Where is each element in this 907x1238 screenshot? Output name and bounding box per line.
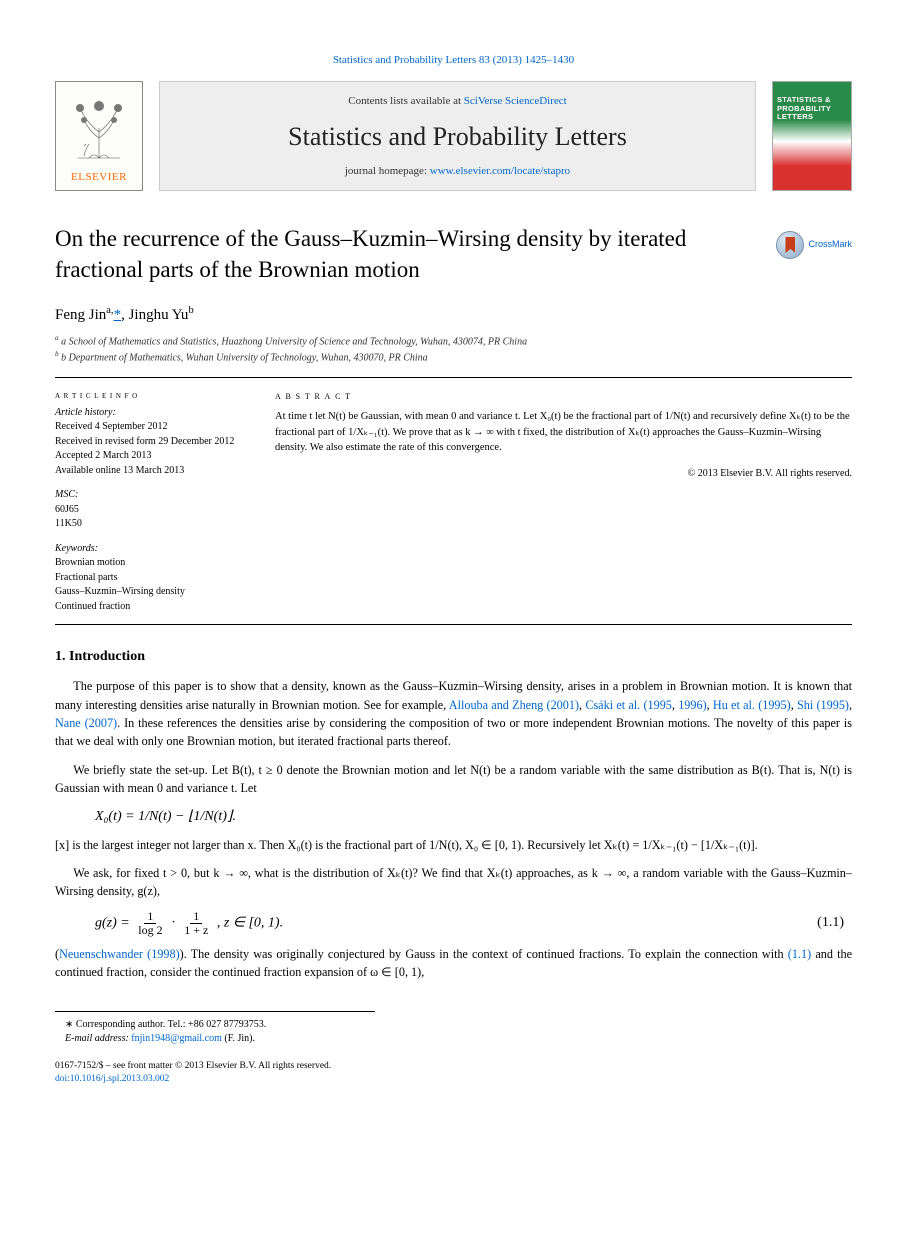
paragraph-2: We briefly state the set-up. Let B(t), t… <box>55 761 852 798</box>
ref-allouba[interactable]: Allouba and Zheng (2001) <box>449 698 579 712</box>
ref-neuenschwander[interactable]: Neuenschwander (1998) <box>59 947 180 961</box>
contents-line: Contents lists available at SciVerse Sci… <box>348 94 566 110</box>
ref-csaki-1995[interactable]: Csáki et al. (1995 <box>585 698 672 712</box>
doi-link[interactable]: doi:10.1016/j.spl.2013.03.002 <box>55 1074 169 1084</box>
article-title: On the recurrence of the Gauss–Kuzmin–Wi… <box>55 223 725 285</box>
msc-label: MSC: <box>55 488 245 503</box>
contents-prefix: Contents lists available at <box>348 95 463 107</box>
affiliation-b: b b Department of Mathematics, Wuhan Uni… <box>55 349 852 365</box>
history-online: Available online 13 March 2013 <box>55 464 245 479</box>
paragraph-3: [x] is the largest integer not larger th… <box>55 836 852 854</box>
sciencedirect-link[interactable]: SciVerse ScienceDirect <box>464 95 567 107</box>
ref-hu[interactable]: Hu et al. (1995) <box>713 698 791 712</box>
paragraph-4: We ask, for fixed t > 0, but k → ∞, what… <box>55 864 852 901</box>
history-received: Received 4 September 2012 <box>55 420 245 435</box>
ref-nane[interactable]: Nane (2007) <box>55 716 117 730</box>
affiliation-a: a a School of Mathematics and Statistics… <box>55 333 852 349</box>
equation-1-1: g(z) = 1log 2 · 11 + z , z ∈ [0, 1). (1.… <box>95 910 852 936</box>
paragraph-1: The purpose of this paper is to show tha… <box>55 677 852 750</box>
copyright-line: © 2013 Elsevier B.V. All rights reserved… <box>275 466 852 481</box>
ref-shi[interactable]: Shi (1995) <box>797 698 849 712</box>
author-email-link[interactable]: fnjin1948@gmail.com <box>131 1033 222 1044</box>
keyword-1: Brownian motion <box>55 556 245 571</box>
equation-1-1-number: (1.1) <box>817 913 844 933</box>
keyword-3: Gauss–Kuzmin–Wirsing density <box>55 585 245 600</box>
corresponding-author-note: ∗ Corresponding author. Tel.: +86 027 87… <box>55 1018 375 1032</box>
homepage-link[interactable]: www.elsevier.com/locate/stapro <box>430 165 570 177</box>
affiliations: a a School of Mathematics and Statistics… <box>55 333 852 366</box>
journal-citation: Statistics and Probability Letters 83 (2… <box>55 50 852 69</box>
abstract-text: At time t let N(t) be Gaussian, with mea… <box>275 409 852 456</box>
article-body: 1. Introduction The purpose of this pape… <box>55 647 852 981</box>
authors: Feng Jina,*, Jinghu Yub <box>55 303 852 327</box>
abstract-block: a b s t r a c t At time t let N(t) be Ga… <box>275 388 852 614</box>
article-info-label: a r t i c l e i n f o <box>55 388 245 403</box>
paragraph-5: (Neuenschwander (1998)). The density was… <box>55 945 852 982</box>
cover-title: STATISTICS & PROBABILITY LETTERS <box>777 96 847 122</box>
ref-eq-1-1[interactable]: (1.1) <box>788 947 811 961</box>
elsevier-tree-icon <box>56 82 142 168</box>
journal-name: Statistics and Probability Letters <box>288 118 627 156</box>
keywords-label: Keywords: <box>55 542 245 557</box>
history-title: Article history: <box>55 406 245 421</box>
journal-citation-link[interactable]: Statistics and Probability Letters 83 (2… <box>333 54 574 66</box>
elsevier-brand-text: ELSEVIER <box>71 168 127 190</box>
email-note: E-mail address: fnjin1948@gmail.com (F. … <box>55 1032 375 1046</box>
homepage-line: journal homepage: www.elsevier.com/locat… <box>345 164 570 180</box>
equation-1-1-body: g(z) = 1log 2 · 11 + z , z ∈ [0, 1). <box>95 910 283 936</box>
title-block: On the recurrence of the Gauss–Kuzmin–Wi… <box>55 223 852 285</box>
history-revised: Received in revised form 29 December 201… <box>55 435 245 450</box>
journal-cover-thumbnail[interactable]: STATISTICS & PROBABILITY LETTERS <box>772 81 852 191</box>
history-accepted: Accepted 2 March 2013 <box>55 449 245 464</box>
msc-code-2: 11K50 <box>55 517 245 532</box>
keyword-2: Fractional parts <box>55 571 245 586</box>
front-matter-line: 0167-7152/$ – see front matter © 2013 El… <box>55 1060 852 1073</box>
keyword-4: Continued fraction <box>55 600 245 615</box>
footnotes: ∗ Corresponding author. Tel.: +86 027 87… <box>55 1011 375 1046</box>
equation-x0-body: X₀(t) = 1/N(t) − ⌊1/N(t)⌋. <box>95 807 236 827</box>
elsevier-logo[interactable]: ELSEVIER <box>55 81 143 191</box>
journal-header: ELSEVIER Contents lists available at Sci… <box>55 81 852 191</box>
article-meta-box: a r t i c l e i n f o Article history: R… <box>55 377 852 625</box>
equation-x0: X₀(t) = 1/N(t) − ⌊1/N(t)⌋. <box>95 807 852 827</box>
journal-info-box: Contents lists available at SciVerse Sci… <box>159 81 756 191</box>
section-1-title: 1. Introduction <box>55 647 852 667</box>
article-info: a r t i c l e i n f o Article history: R… <box>55 388 245 614</box>
crossmark-badge[interactable]: CrossMark <box>776 231 852 259</box>
ref-csaki-1996[interactable]: 1996) <box>678 698 706 712</box>
abstract-label: a b s t r a c t <box>275 388 852 405</box>
crossmark-text: CrossMark <box>808 238 852 251</box>
crossmark-icon <box>776 231 804 259</box>
bottom-bar: 0167-7152/$ – see front matter © 2013 El… <box>55 1060 852 1086</box>
msc-code-1: 60J65 <box>55 503 245 518</box>
homepage-prefix: journal homepage: <box>345 165 430 177</box>
